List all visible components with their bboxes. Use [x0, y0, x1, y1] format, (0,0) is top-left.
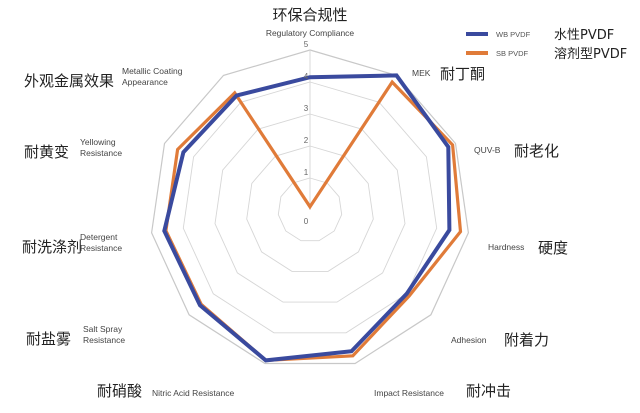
tick-label-3: 3 — [304, 104, 309, 113]
axis-labels: Regulatory Compliance 环保合规性 MEK 耐丁酮 QUV-B 耐老化… — [22, 6, 568, 400]
legend-label-en-1: SB PVDF — [496, 49, 529, 58]
tick-label-2: 2 — [304, 136, 309, 145]
grid-ring-2 — [246, 145, 374, 272]
axis-label-zh-3: 硬度 — [538, 239, 568, 257]
series-layer — [162, 73, 463, 363]
grid-ring-3 — [214, 113, 406, 303]
axis-label-en-line: Regulatory Compliance — [266, 28, 355, 38]
axis-label-en-4: Adhesion — [451, 335, 487, 345]
axis-label-en-line: Resistance — [80, 148, 122, 158]
grid-ring-4 — [182, 81, 438, 334]
axis-label-en-line: Salt Spray — [83, 324, 123, 334]
axis-label-en-line: Hardness — [488, 242, 524, 252]
axis-label-zh-0: 环保合规性 — [272, 6, 347, 24]
legend-label-en-0: WB PVDF — [496, 30, 531, 39]
legend: WB PVDF 水性PVDF SB PVDF 溶剂型PVDF — [466, 28, 627, 62]
axis-label-zh-7: 耐盐雾 — [26, 330, 71, 348]
axis-label-zh-9: 耐黄变 — [24, 143, 69, 161]
axis-label-zh-8: 耐洗涤剂 — [22, 238, 82, 256]
axis-label-zh-6: 耐硝酸 — [97, 382, 142, 400]
axis-label-en-5: Impact Resistance — [374, 388, 444, 398]
axis-label-en-line: QUV-B — [474, 145, 501, 155]
tick-label-0: 0 — [304, 217, 309, 226]
legend-label-zh-1: 溶剂型PVDF — [554, 47, 627, 62]
axis-label-en-line: Resistance — [80, 243, 122, 253]
tick-label-4: 4 — [304, 72, 309, 81]
axis-label-en-line: Impact Resistance — [374, 388, 444, 398]
axis-label-en-line: Resistance — [83, 335, 125, 345]
legend-label-zh-0: 水性PVDF — [554, 28, 614, 43]
series-line-wb-pvdf — [162, 73, 452, 363]
axis-label-en-9: Yellowing Resistance — [80, 137, 122, 158]
grid-ring-5 — [150, 49, 470, 365]
axis-label-en-7: Salt Spray Resistance — [83, 324, 125, 345]
axis-label-en-3: Hardness — [488, 242, 524, 252]
axis-label-en-line: Yellowing — [80, 137, 116, 147]
grid-ring-1 — [277, 177, 343, 242]
axis-label-en-2: QUV-B — [474, 145, 501, 155]
radar-grid — [150, 49, 470, 365]
axis-label-en-line: Detergent — [80, 232, 118, 242]
axis-label-en-line: Nitric Acid Resistance — [152, 388, 234, 398]
tick-labels: 0 1 2 3 4 5 — [304, 40, 309, 226]
axis-label-en-0: Regulatory Compliance — [266, 28, 355, 38]
series-line-sb-pvdf — [164, 79, 463, 363]
axis-label-en-10: Metallic Coating Appearance — [122, 66, 183, 87]
axis-label-zh-1: 耐丁酮 — [440, 65, 485, 83]
axis-label-en-8: Detergent Resistance — [80, 232, 122, 253]
tick-label-5: 5 — [304, 40, 309, 49]
axis-label-zh-5: 耐冲击 — [466, 382, 511, 400]
axis-label-zh-10: 外观金属效果 — [24, 72, 114, 90]
axis-label-zh-4: 附着力 — [504, 331, 549, 349]
axis-label-en-1: MEK — [412, 68, 431, 78]
axis-label-en-line: MEK — [412, 68, 431, 78]
tick-label-1: 1 — [304, 168, 309, 177]
axis-label-zh-2: 耐老化 — [514, 142, 559, 160]
axis-label-en-line: Metallic Coating — [122, 66, 183, 76]
axis-label-en-line: Appearance — [122, 77, 168, 87]
axis-label-en-6: Nitric Acid Resistance — [152, 388, 234, 398]
axis-label-en-line: Adhesion — [451, 335, 487, 345]
